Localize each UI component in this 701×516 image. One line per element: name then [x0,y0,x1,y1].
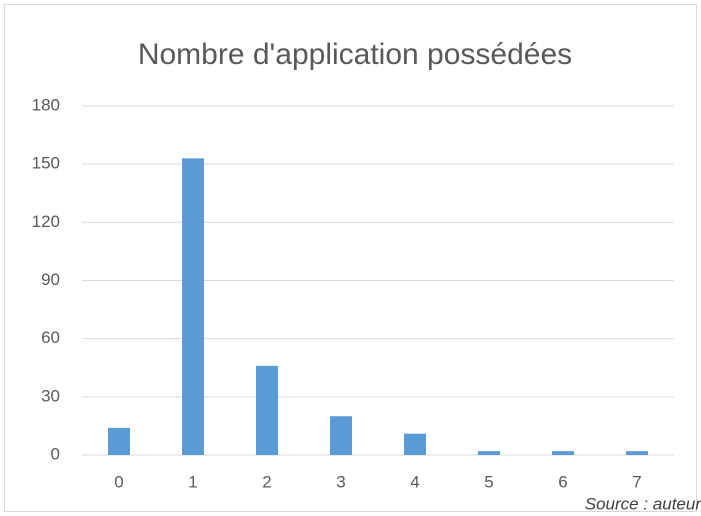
y-tick-label: 60 [41,328,60,347]
y-tick-label: 0 [51,444,60,463]
y-tick-label: 90 [41,270,60,289]
bar [256,365,278,455]
y-tick-label: 150 [32,154,60,173]
x-tick-label: 7 [632,472,641,491]
x-tick-label: 2 [262,472,271,491]
bar [478,451,500,455]
x-tick-label: 4 [410,472,419,491]
x-tick-label: 6 [558,472,567,491]
bar [552,451,574,455]
y-tick-label: 180 [32,95,60,114]
bar [108,427,130,455]
bar [182,158,204,455]
x-tick-label: 5 [484,472,493,491]
chart-title: Nombre d'application possédées [138,38,572,71]
bar [330,416,352,455]
source-note: Source : auteur [585,494,701,513]
x-tick-label: 0 [114,472,123,491]
x-tick-label: 1 [188,472,197,491]
bar [626,451,648,455]
y-tick-label: 30 [41,386,60,405]
x-tick-label: 3 [336,472,345,491]
bar [404,433,426,455]
y-tick-label: 120 [32,212,60,231]
